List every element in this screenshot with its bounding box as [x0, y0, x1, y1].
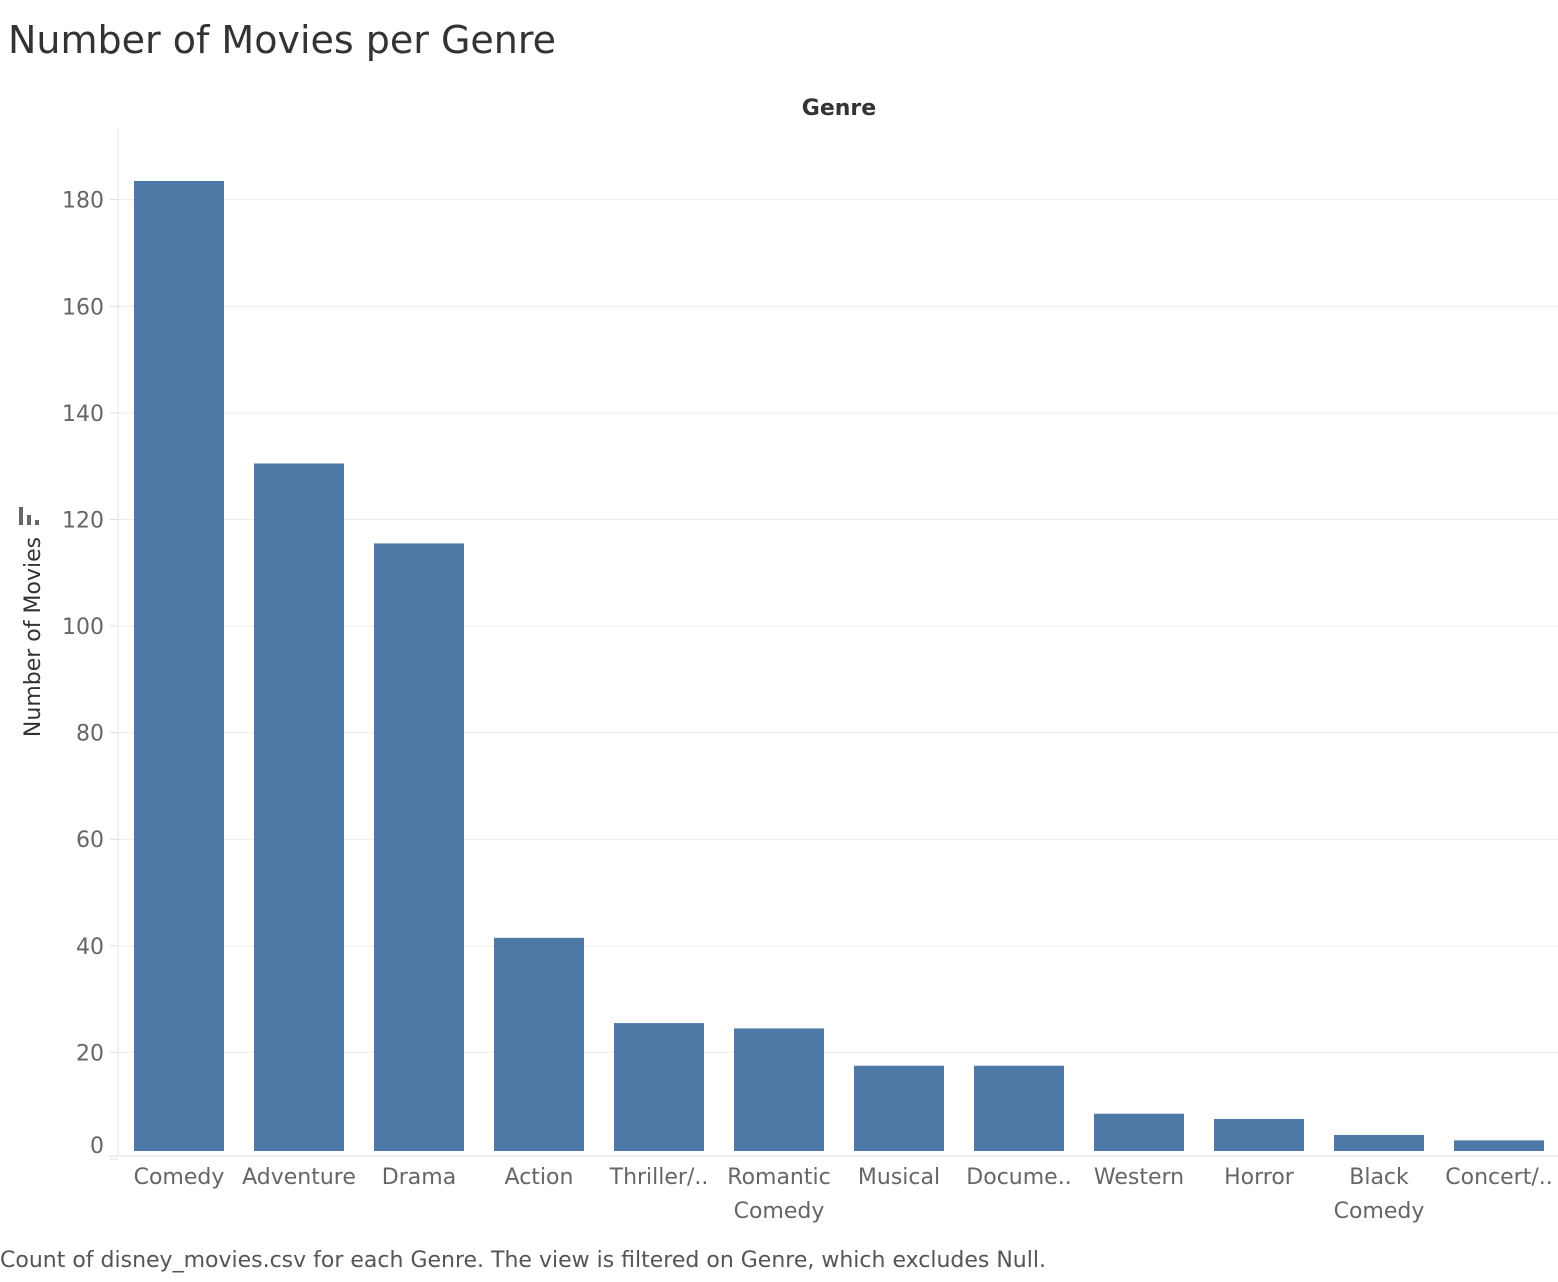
x-tick-label: Drama [382, 1165, 456, 1190]
x-tick-label: Adventure [242, 1165, 356, 1190]
y-tick-label: 120 [62, 508, 104, 533]
chart-caption: Count of disney_movies.csv for each Genr… [0, 1248, 1046, 1273]
bar[interactable] [494, 937, 584, 1151]
y-tick-label: 0 [90, 1134, 104, 1159]
x-tick-label: Comedy [134, 1165, 225, 1190]
x-tick-label: Action [505, 1165, 574, 1190]
x-tick-label: Docume.. [966, 1165, 1071, 1190]
bar[interactable] [1454, 1140, 1544, 1151]
y-tick-label: 100 [62, 615, 104, 640]
bar[interactable] [974, 1065, 1064, 1151]
bar[interactable] [734, 1028, 824, 1151]
x-tick-label: Western [1094, 1165, 1184, 1190]
bar[interactable] [1214, 1119, 1304, 1151]
bar[interactable] [374, 543, 464, 1151]
x-tick-label: Comedy [1334, 1199, 1425, 1224]
bars [134, 181, 1544, 1151]
x-tick-label: Concert/.. [1445, 1165, 1552, 1190]
bar-chart: Genre 0 20 40 60 80 100 120 140 160 180 Number of M… [21, 96, 1558, 1224]
y-tick-label: 160 [62, 295, 104, 320]
x-tick-label: Musical [858, 1165, 940, 1190]
x-tick-label: Black [1349, 1165, 1409, 1190]
bar[interactable] [1334, 1135, 1424, 1151]
bar[interactable] [1094, 1113, 1184, 1151]
bar[interactable] [134, 181, 224, 1151]
page-title: Number of Movies per Genre [8, 18, 557, 62]
bar-sort-icon[interactable] [19, 505, 41, 525]
y-tick-label: 20 [76, 1041, 104, 1066]
x-tick-label: Romantic [727, 1165, 830, 1190]
y-axis-title: Number of Movies [21, 537, 46, 737]
gridlines [118, 199, 1558, 1053]
column-header: Genre [802, 96, 876, 121]
x-tick-label: Horror [1224, 1165, 1295, 1190]
bar[interactable] [854, 1065, 944, 1151]
labels: Genre 0 20 40 60 80 100 120 140 160 180 Number of M… [21, 96, 1553, 1224]
x-tick-label: Thriller/.. [609, 1165, 709, 1190]
y-tick-label: 180 [62, 189, 104, 214]
axes [108, 128, 1558, 1160]
y-tick-label: 60 [76, 828, 104, 853]
x-tick-label: Comedy [734, 1199, 825, 1224]
bar[interactable] [614, 1023, 704, 1151]
y-tick-label: 40 [76, 935, 104, 960]
bar[interactable] [254, 463, 344, 1151]
y-tick-label: 140 [62, 402, 104, 427]
y-tick-label: 80 [76, 722, 104, 747]
